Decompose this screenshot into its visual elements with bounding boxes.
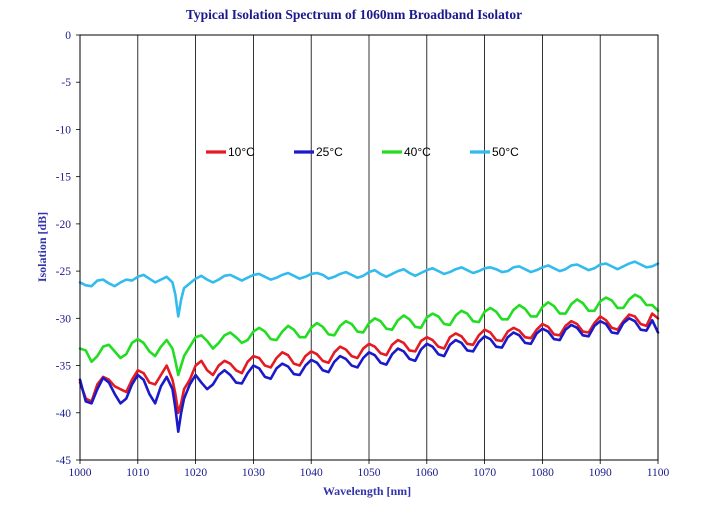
grid-lines xyxy=(137,35,601,460)
y-tick-label: -40 xyxy=(56,408,72,420)
y-tick-label: -5 xyxy=(61,77,71,89)
series-line-4 xyxy=(78,260,660,318)
x-tick-label: 1010 xyxy=(126,467,149,479)
legend-label: 10°C xyxy=(228,145,255,159)
x-tick-label: 1050 xyxy=(358,467,381,479)
x-tick-label: 1000 xyxy=(69,467,92,479)
series-line-1 xyxy=(78,312,660,415)
x-tick-label: 1080 xyxy=(531,467,554,479)
series-line-2 xyxy=(78,317,660,433)
x-axis-label: Wavelength [nm] xyxy=(323,484,411,498)
series-line-3 xyxy=(78,293,660,377)
y-tick-label: -35 xyxy=(56,361,72,373)
series-lines xyxy=(78,260,660,433)
y-tick-label: -45 xyxy=(56,455,72,467)
legend-label: 25°C xyxy=(316,145,343,159)
x-tick-label: 1100 xyxy=(647,467,670,479)
x-tick-label: 1020 xyxy=(184,467,207,479)
x-tick-label: 1090 xyxy=(589,467,612,479)
y-tick-label: -20 xyxy=(56,219,72,231)
y-tick-label: -30 xyxy=(56,313,72,325)
y-axis-label: Isolation [dB] xyxy=(35,212,49,282)
x-tick-label: 1040 xyxy=(300,467,323,479)
legend: 10°C 25°C 40°C 50°C xyxy=(206,145,519,159)
y-tick-label: -10 xyxy=(56,124,72,136)
x-tick-label: 1060 xyxy=(415,467,438,479)
y-tick-labels: 0 -5 -10 -15 -20 -25 -30 -35 -40 -45 xyxy=(56,30,80,467)
legend-label: 40°C xyxy=(404,145,431,159)
y-tick-label: 0 xyxy=(65,30,71,42)
x-tick-labels: 1000 1010 1020 1030 1040 1050 1060 1070 1080 1090… xyxy=(69,460,670,479)
x-tick-label: 1030 xyxy=(242,467,265,479)
chart-title: Typical Isolation Spectrum of 1060nm Bro… xyxy=(186,7,522,22)
y-tick-label: -15 xyxy=(56,172,72,184)
legend-label: 50°C xyxy=(492,145,519,159)
x-tick-label: 1070 xyxy=(473,467,496,479)
y-tick-label: -25 xyxy=(56,266,72,278)
